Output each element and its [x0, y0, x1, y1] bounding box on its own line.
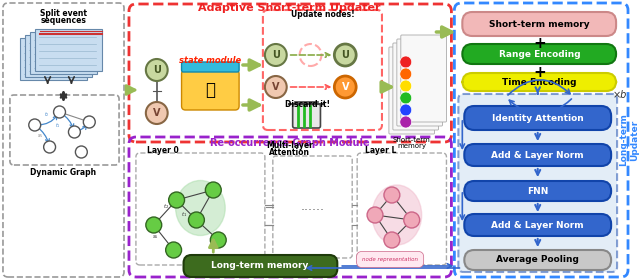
FancyBboxPatch shape	[401, 35, 447, 122]
Text: $s_5$: $s_5$	[36, 132, 43, 140]
Text: ×b: ×b	[613, 90, 627, 100]
Text: Adaptive Short-term Updater: Adaptive Short-term Updater	[198, 3, 381, 13]
Circle shape	[400, 80, 412, 92]
Circle shape	[169, 192, 184, 208]
Text: Update nodes!: Update nodes!	[291, 10, 355, 19]
Circle shape	[83, 116, 95, 128]
Circle shape	[166, 242, 182, 258]
Circle shape	[265, 76, 287, 98]
Text: Range Encoding: Range Encoding	[499, 50, 580, 59]
FancyBboxPatch shape	[20, 38, 87, 80]
Text: Identity Attention: Identity Attention	[492, 113, 584, 123]
Circle shape	[76, 146, 87, 158]
Circle shape	[400, 104, 412, 116]
FancyBboxPatch shape	[393, 43, 438, 130]
FancyBboxPatch shape	[464, 250, 611, 270]
Text: V: V	[342, 82, 349, 92]
Circle shape	[334, 44, 356, 66]
Text: Layer 0: Layer 0	[147, 146, 179, 155]
FancyBboxPatch shape	[184, 255, 337, 277]
Text: FNN: FNN	[527, 186, 548, 195]
FancyBboxPatch shape	[462, 73, 616, 91]
Text: $t_2$: $t_2$	[44, 110, 49, 119]
Circle shape	[400, 116, 412, 128]
Circle shape	[146, 59, 168, 81]
FancyBboxPatch shape	[464, 214, 611, 236]
Text: $t_1$: $t_1$	[54, 121, 60, 130]
Circle shape	[384, 187, 400, 203]
Text: U: U	[272, 50, 280, 60]
Text: node representation: node representation	[362, 257, 418, 262]
Text: Average Pooling: Average Pooling	[496, 255, 579, 265]
Text: Discard it!: Discard it!	[285, 100, 330, 109]
Circle shape	[400, 56, 412, 68]
Text: Dynamic Graph: Dynamic Graph	[31, 168, 97, 177]
Circle shape	[265, 44, 287, 66]
FancyBboxPatch shape	[464, 106, 611, 130]
FancyBboxPatch shape	[389, 47, 435, 134]
FancyBboxPatch shape	[397, 39, 442, 126]
Circle shape	[189, 212, 204, 228]
Text: $t_2$: $t_2$	[163, 202, 169, 211]
Text: 🤖: 🤖	[205, 81, 215, 99]
Text: U: U	[153, 65, 161, 75]
Circle shape	[211, 232, 226, 248]
Text: Short-term: Short-term	[393, 137, 431, 143]
FancyBboxPatch shape	[462, 44, 616, 64]
Text: Long-term
Updater: Long-term Updater	[620, 114, 639, 166]
FancyBboxPatch shape	[182, 70, 239, 110]
Text: +: +	[533, 64, 546, 80]
Ellipse shape	[372, 185, 422, 245]
Text: V: V	[272, 82, 280, 92]
Text: state module: state module	[179, 55, 241, 64]
Circle shape	[334, 76, 356, 98]
Text: Multi-layer: Multi-layer	[266, 141, 313, 150]
FancyBboxPatch shape	[464, 144, 611, 166]
Circle shape	[54, 106, 65, 118]
Circle shape	[146, 102, 168, 124]
FancyBboxPatch shape	[30, 32, 97, 74]
FancyBboxPatch shape	[35, 29, 102, 71]
FancyBboxPatch shape	[25, 35, 92, 77]
FancyBboxPatch shape	[458, 94, 617, 272]
Text: Attention: Attention	[269, 148, 310, 157]
FancyBboxPatch shape	[464, 181, 611, 201]
FancyBboxPatch shape	[462, 12, 616, 36]
Text: memory: memory	[397, 143, 426, 149]
Circle shape	[384, 232, 400, 248]
Text: Split event: Split event	[40, 9, 87, 18]
Circle shape	[68, 126, 81, 138]
Circle shape	[404, 212, 420, 228]
Text: $s_5$: $s_5$	[152, 233, 159, 241]
Text: U: U	[341, 50, 349, 60]
Circle shape	[146, 217, 162, 233]
Text: Layer L: Layer L	[365, 146, 396, 155]
Text: Add & Layer Norm: Add & Layer Norm	[492, 151, 584, 160]
Text: Re-occurrence Graph Module: Re-occurrence Graph Module	[210, 138, 369, 148]
Circle shape	[400, 68, 412, 80]
Text: Short-term memory: Short-term memory	[490, 20, 590, 29]
Circle shape	[400, 92, 412, 104]
Text: Time Encoding: Time Encoding	[502, 78, 577, 87]
FancyBboxPatch shape	[182, 62, 239, 72]
Circle shape	[205, 182, 221, 198]
Circle shape	[29, 119, 41, 131]
Text: +: +	[533, 36, 546, 50]
Text: Long-term memory: Long-term memory	[211, 262, 308, 270]
Text: Add & Layer Norm: Add & Layer Norm	[492, 221, 584, 230]
Text: V: V	[153, 108, 161, 118]
Text: $t_1$: $t_1$	[180, 210, 187, 219]
Circle shape	[44, 141, 56, 153]
Ellipse shape	[175, 181, 225, 235]
FancyBboxPatch shape	[292, 104, 321, 128]
Text: ......: ......	[301, 200, 324, 214]
Circle shape	[367, 207, 383, 223]
Text: sequences: sequences	[40, 16, 86, 25]
